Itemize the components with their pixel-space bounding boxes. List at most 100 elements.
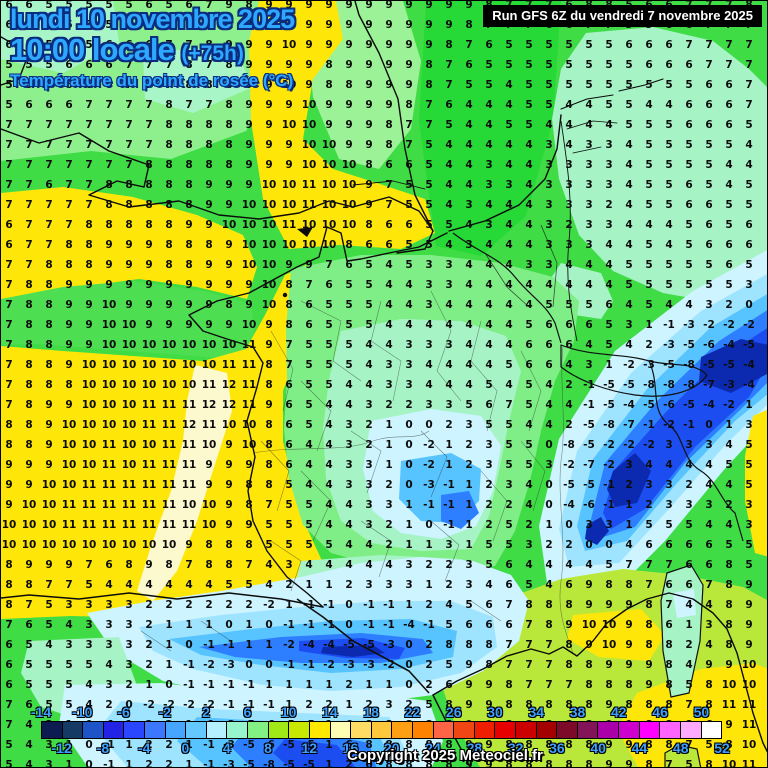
dewpoint-value: 7 — [25, 119, 33, 131]
dewpoint-value: 10 — [81, 419, 97, 431]
dewpoint-value: 8 — [145, 219, 153, 231]
dewpoint-value: 5 — [625, 279, 633, 291]
dewpoint-value: 6 — [105, 79, 113, 91]
dewpoint-value: 9 — [45, 459, 53, 471]
dewpoint-value: 6 — [185, 0, 193, 11]
dewpoint-value: 6 — [725, 259, 733, 271]
dewpoint-value: 3 — [365, 479, 373, 491]
dewpoint-value: 9 — [345, 99, 353, 111]
dewpoint-value: 7 — [405, 119, 413, 131]
dewpoint-value: 3 — [465, 199, 473, 211]
dewpoint-value: 9 — [605, 659, 613, 671]
dewpoint-value: 9 — [125, 239, 133, 251]
dewpoint-value: 4 — [85, 679, 93, 691]
dewpoint-value: 0 — [745, 299, 753, 311]
dewpoint-value: 2 — [425, 659, 433, 671]
dewpoint-value: 9 — [365, 0, 373, 11]
dewpoint-value: 6 — [465, 59, 473, 71]
dewpoint-value: 5 — [745, 439, 753, 451]
dewpoint-value: 4 — [625, 239, 633, 251]
dewpoint-value: -2 — [603, 459, 615, 471]
dewpoint-value: 5 — [525, 319, 533, 331]
dewpoint-value: 9 — [205, 179, 213, 191]
dewpoint-value: 4 — [565, 119, 573, 131]
dewpoint-value: 7 — [85, 199, 93, 211]
dewpoint-value: 5 — [425, 219, 433, 231]
dewpoint-value: 3 — [685, 499, 693, 511]
dewpoint-value: 5 — [585, 59, 593, 71]
dewpoint-value: 8 — [25, 399, 33, 411]
dewpoint-value: 8 — [405, 739, 413, 751]
dewpoint-value: 7 — [745, 39, 753, 51]
dewpoint-value: 1 — [385, 679, 393, 691]
dewpoint-value: 8 — [45, 339, 53, 351]
dewpoint-value: 8 — [485, 659, 493, 671]
dewpoint-value: -8 — [643, 379, 655, 391]
dewpoint-value: -1 — [203, 759, 215, 768]
dewpoint-value: 3 — [405, 559, 413, 571]
dewpoint-value: 8 — [725, 559, 733, 571]
dewpoint-value: 10 — [101, 419, 117, 431]
dewpoint-value: 4 — [325, 399, 333, 411]
dewpoint-value: 4 — [465, 219, 473, 231]
dewpoint-value: 6 — [645, 39, 653, 51]
dewpoint-value: 8 — [585, 659, 593, 671]
dewpoint-value: 3 — [485, 219, 493, 231]
dewpoint-value: -3 — [223, 659, 235, 671]
dewpoint-value: -3 — [223, 739, 235, 751]
dewpoint-value: 4 — [385, 279, 393, 291]
dewpoint-value: 7 — [145, 79, 153, 91]
dewpoint-value: 11 — [101, 459, 117, 471]
dewpoint-value: 4 — [545, 279, 553, 291]
dewpoint-value: 4 — [685, 599, 693, 611]
dewpoint-value: 10 — [141, 359, 157, 371]
dewpoint-value: 2 — [405, 399, 413, 411]
dewpoint-value: 9 — [205, 199, 213, 211]
dewpoint-value: 11 — [201, 419, 217, 431]
dewpoint-value: 7 — [685, 699, 693, 711]
dewpoint-value: 9 — [305, 0, 313, 11]
dewpoint-value: 8 — [565, 699, 573, 711]
dewpoint-value: 7 — [5, 699, 13, 711]
dewpoint-value: 10 — [281, 239, 297, 251]
dewpoint-value: 1 — [405, 599, 413, 611]
dewpoint-value: 8 — [205, 39, 213, 51]
dewpoint-value: 8 — [225, 539, 233, 551]
dewpoint-value: 5 — [525, 39, 533, 51]
dewpoint-value: 8 — [705, 759, 713, 768]
dewpoint-value: 4 — [565, 279, 573, 291]
dewpoint-value: 6 — [385, 159, 393, 171]
dewpoint-value: 4 — [465, 159, 473, 171]
dewpoint-value: 8 — [225, 139, 233, 151]
dewpoint-value: 5 — [365, 279, 373, 291]
dewpoint-value: 5 — [405, 199, 413, 211]
dewpoint-value: 4 — [505, 99, 513, 111]
dewpoint-value: 7 — [625, 559, 633, 571]
dewpoint-value: 11 — [201, 379, 217, 391]
dewpoint-value: 8 — [205, 559, 213, 571]
dewpoint-value: 6 — [85, 79, 93, 91]
dewpoint-value: 3 — [605, 219, 613, 231]
dewpoint-value: 9 — [365, 19, 373, 31]
dewpoint-value: 11 — [161, 419, 177, 431]
dewpoint-value: 9 — [225, 279, 233, 291]
dewpoint-value: 10 — [61, 539, 77, 551]
dewpoint-value: 5 — [65, 39, 73, 51]
dewpoint-value: 5 — [325, 379, 333, 391]
dewpoint-value: 7 — [685, 39, 693, 51]
dewpoint-value: 8 — [225, 559, 233, 571]
dewpoint-value: 7 — [5, 399, 13, 411]
colorbar-cell — [351, 722, 372, 738]
dewpoint-value: 5 — [665, 179, 673, 191]
dewpoint-value: 4 — [105, 659, 113, 671]
dewpoint-value: 6 — [485, 39, 493, 51]
dewpoint-value: 8 — [725, 639, 733, 651]
dewpoint-value: 8 — [545, 699, 553, 711]
dewpoint-value: 1 — [605, 359, 613, 371]
dewpoint-value: 10 — [241, 439, 257, 451]
dewpoint-value: 7 — [105, 99, 113, 111]
dewpoint-value: 8 — [65, 259, 73, 271]
dewpoint-value: 10 — [221, 219, 237, 231]
dewpoint-value: 9 — [645, 659, 653, 671]
dewpoint-value: 9 — [45, 419, 53, 431]
